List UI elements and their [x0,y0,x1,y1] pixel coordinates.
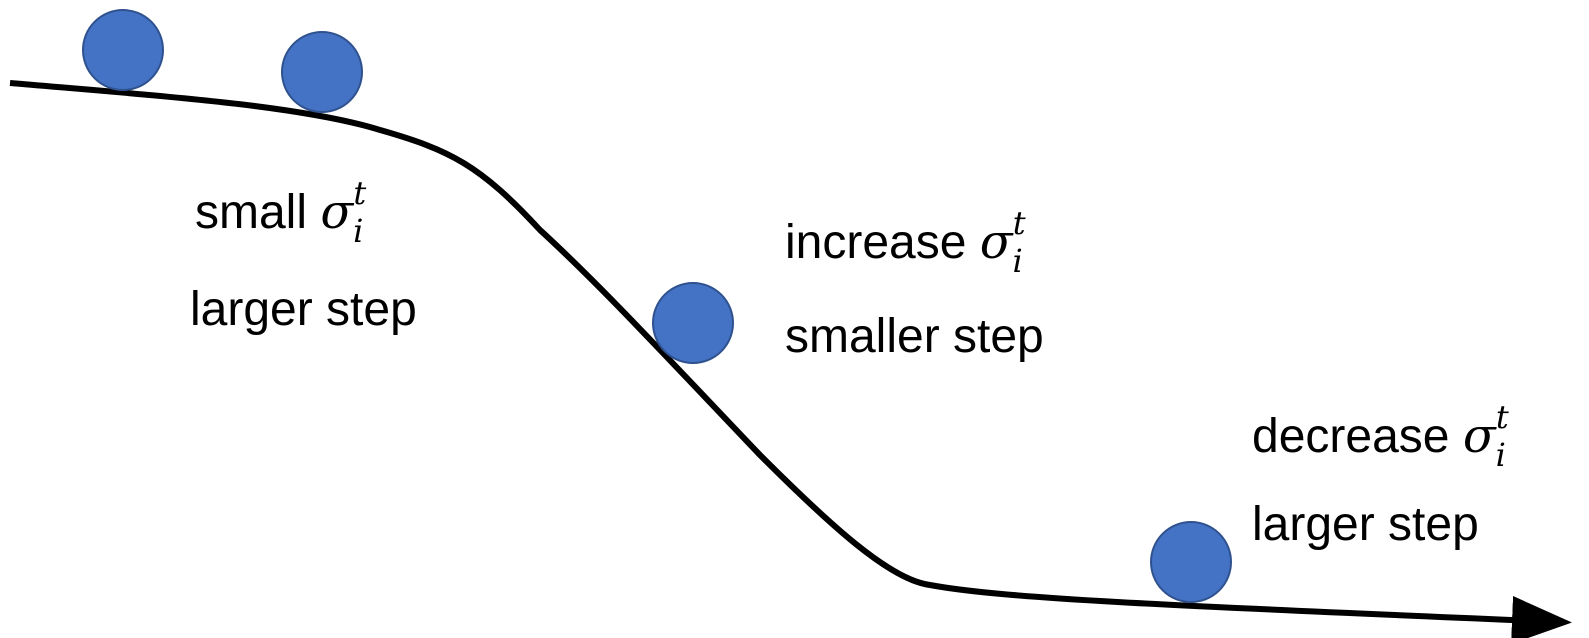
word: increase [785,216,966,269]
label: decrease σit [1252,398,1509,474]
symbol: σ [1463,408,1497,464]
note: smaller step [785,310,1044,363]
ball [82,9,164,91]
symbol: σ [980,214,1014,270]
ball [652,282,734,364]
word: small [195,186,307,239]
superscript: t [353,174,366,212]
subscript: i [1496,436,1506,474]
word: decrease [1252,410,1449,463]
subscript: i [353,212,363,250]
subscript: i [1013,242,1023,280]
note: larger step [190,283,417,336]
symbol: σ [320,184,354,240]
ball [1150,521,1232,603]
note: larger step [1252,498,1479,551]
label: increase σit [785,204,1026,280]
loss-curve [9,80,1572,638]
superscript: t [1013,204,1026,242]
superscript: t [1496,398,1509,436]
label: small σit [195,174,366,250]
ball [281,31,363,113]
